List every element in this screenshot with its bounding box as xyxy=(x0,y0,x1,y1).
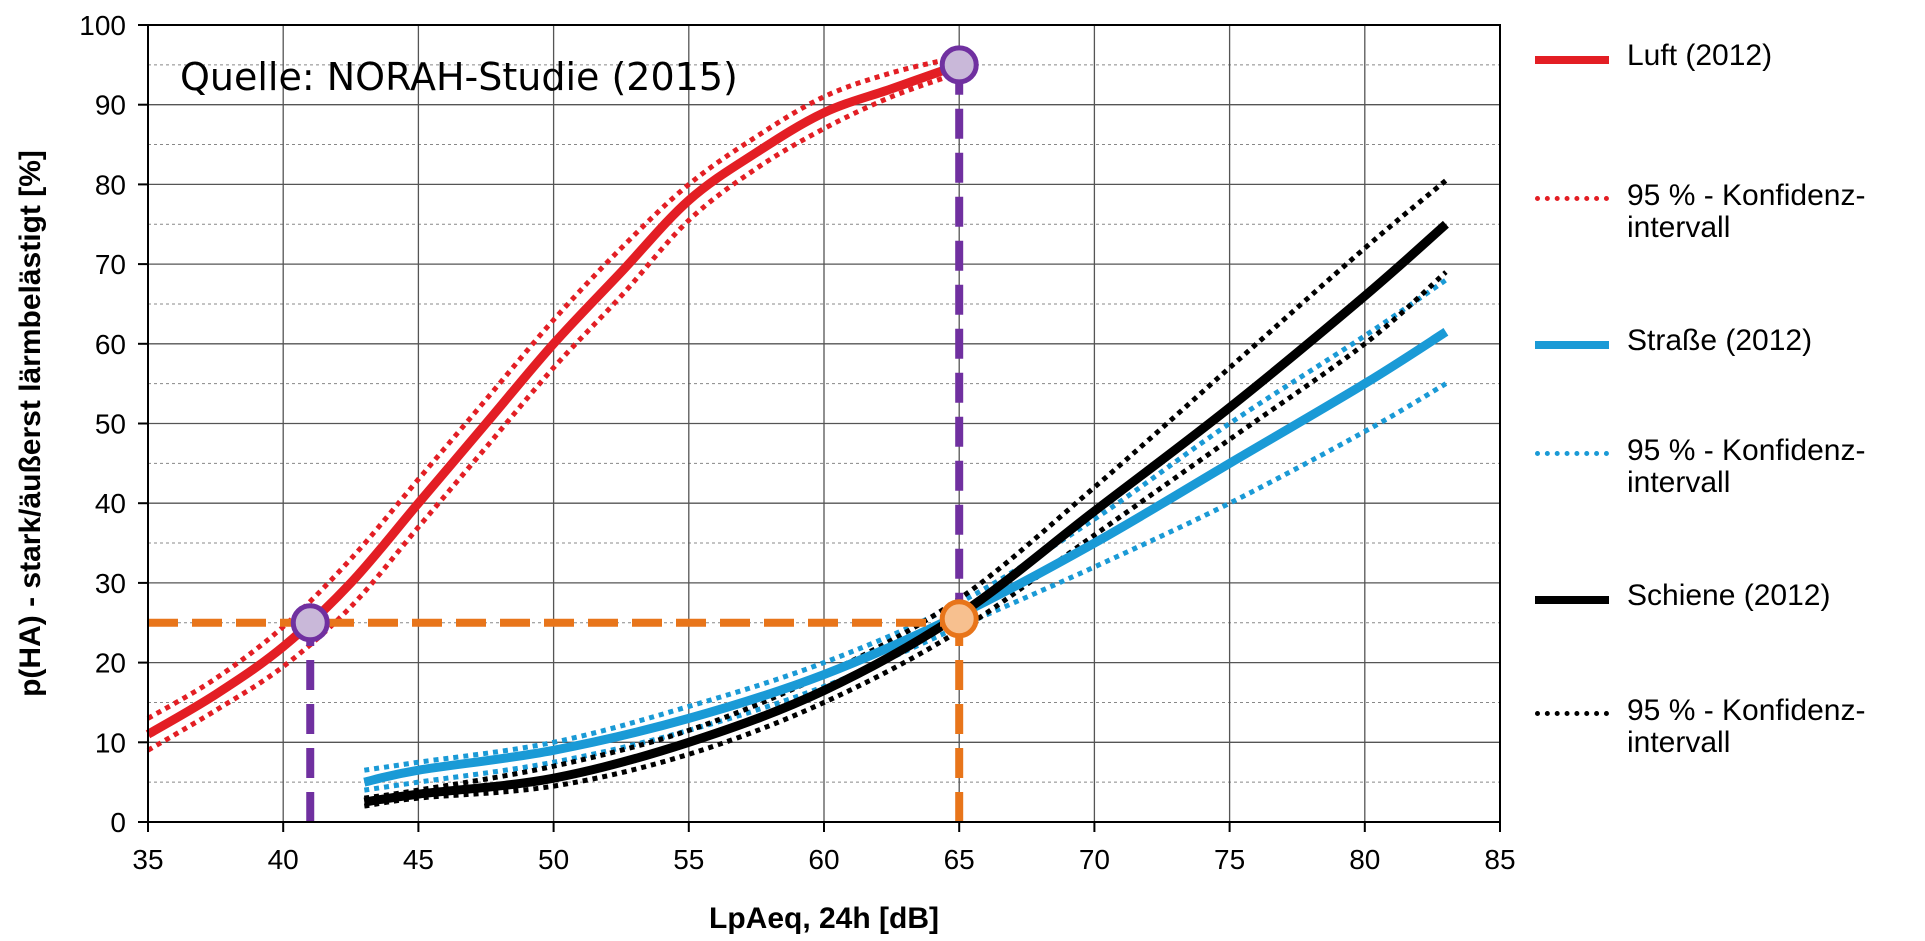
highlight-marker xyxy=(939,599,979,639)
x-tick-label: 35 xyxy=(132,844,163,875)
highlight-marker xyxy=(939,45,979,85)
ci-line-5 xyxy=(363,381,1448,793)
legend-label: Luft (2012) xyxy=(1627,39,1773,72)
x-tick-label: 75 xyxy=(1214,844,1245,875)
legend-label: Schiene (2012) xyxy=(1627,579,1831,612)
source-note: Quelle: NORAH-Studie (2015) xyxy=(180,55,738,99)
y-tick-label: 100 xyxy=(79,10,126,41)
legend-item-schiene: Schiene (2012) xyxy=(1535,580,1917,612)
legend-swatch xyxy=(1535,341,1609,349)
reference-lines xyxy=(148,64,964,822)
y-tick-label: 20 xyxy=(95,648,126,679)
x-tick-label: 65 xyxy=(944,844,975,875)
x-tick-label: 85 xyxy=(1484,844,1515,875)
ci-line-7 xyxy=(363,178,1448,801)
series-group xyxy=(145,54,1449,809)
legend-label: 95 % - Konfidenz- intervall xyxy=(1627,694,1866,759)
legend-label: Straße (2012) xyxy=(1627,324,1813,357)
x-tick-label: 70 xyxy=(1079,844,1110,875)
ci-line-4 xyxy=(363,277,1448,773)
highlight-marker xyxy=(290,603,330,643)
legend-item-strasse: Straße (2012) xyxy=(1535,325,1917,357)
y-tick-label: 0 xyxy=(110,807,126,838)
y-axis-title: p(HA) - stark/äußerst lärmbelästigt [%] xyxy=(14,150,47,697)
legend-item-luft-ci: 95 % - Konfidenz- intervall xyxy=(1535,180,1917,244)
x-tick-label: 60 xyxy=(808,844,839,875)
axes: 35 40 45 50 55 60 65 70 75 80 85 0 10 20 30 40 50 60 70 80 9… xyxy=(79,10,1515,875)
markers xyxy=(290,45,979,643)
legend-item-schiene-ci: 95 % - Konfidenz- intervall xyxy=(1535,695,1917,759)
legend-label: 95 % - Konfidenz- intervall xyxy=(1627,179,1866,244)
series-line-3 xyxy=(363,328,1449,787)
y-tick-label: 50 xyxy=(95,409,126,440)
y-tick-label: 30 xyxy=(95,568,126,599)
y-tick-label: 60 xyxy=(95,329,126,360)
x-tick-label: 40 xyxy=(268,844,299,875)
x-tick-label: 45 xyxy=(403,844,434,875)
y-tick-label: 40 xyxy=(95,488,126,519)
x-tick-label: 50 xyxy=(538,844,569,875)
series-line-0 xyxy=(145,60,961,739)
y-tick-label: 70 xyxy=(95,249,126,280)
series-line-6 xyxy=(363,220,1449,807)
plot-frame xyxy=(147,24,1501,823)
legend-item-strasse-ci: 95 % - Konfidenz- intervall xyxy=(1535,435,1917,499)
y-tick-label: 90 xyxy=(95,90,126,121)
y-tick-label: 80 xyxy=(95,169,126,200)
x-tick-label: 55 xyxy=(673,844,704,875)
legend-label: 95 % - Konfidenz- intervall xyxy=(1627,434,1866,499)
legend-swatch xyxy=(1535,196,1609,201)
legend-item-luft: Luft (2012) xyxy=(1535,40,1917,72)
legend-swatch xyxy=(1535,711,1609,716)
legend-swatch xyxy=(1535,56,1609,64)
x-tick-label: 80 xyxy=(1349,844,1380,875)
x-axis-title: LpAeq, 24h [dB] xyxy=(709,902,939,935)
legend-swatch xyxy=(1535,596,1609,604)
legend-swatch xyxy=(1535,451,1609,456)
y-tick-label: 10 xyxy=(95,727,126,758)
